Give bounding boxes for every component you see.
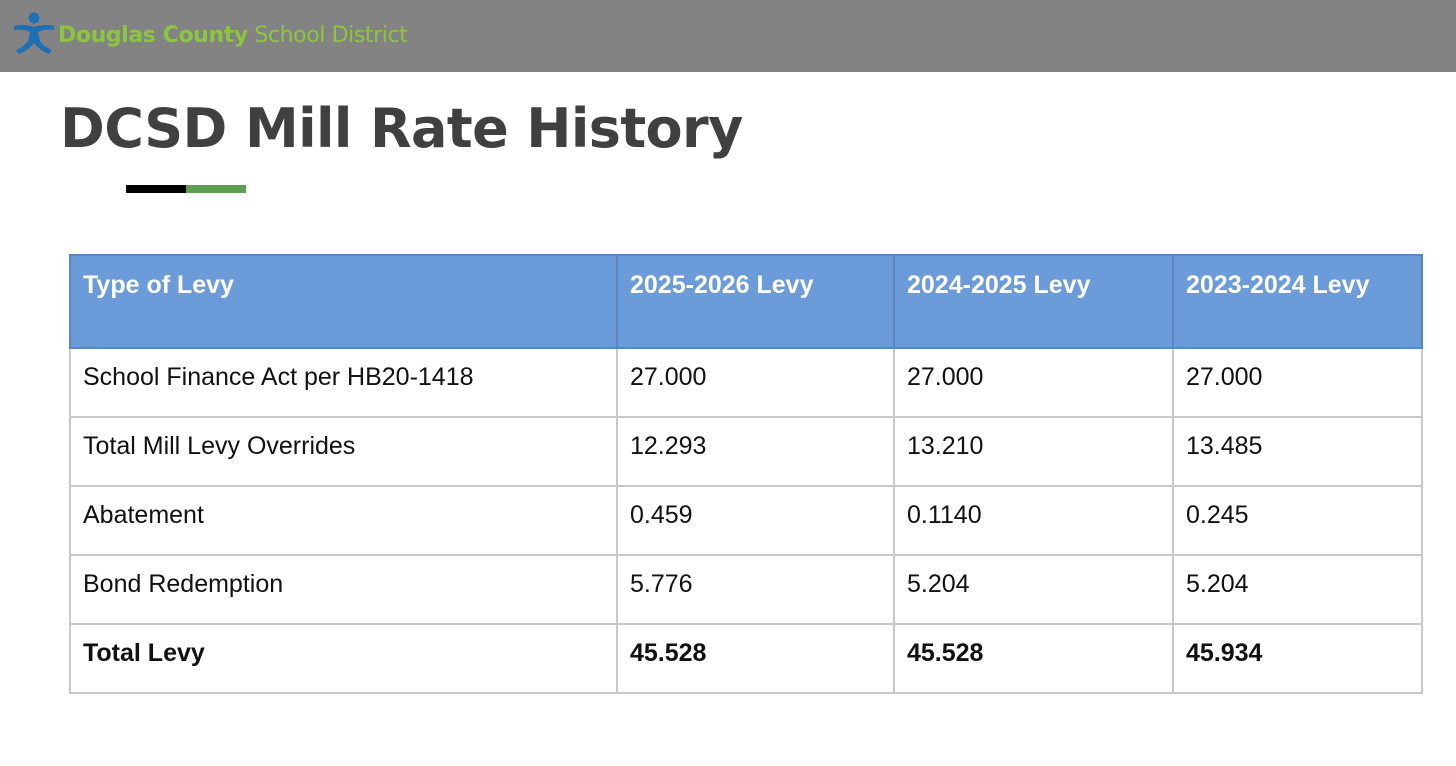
cell-value: 5.204 (1172, 554, 1423, 625)
table-row: Bond Redemption 5.776 5.204 5.204 (69, 554, 1423, 625)
row-label: Bond Redemption (69, 554, 618, 625)
table-header-row: Type of Levy 2025-2026 Levy 2024-2025 Le… (69, 254, 1423, 349)
cell-value: 5.204 (893, 554, 1174, 625)
cell-value: 13.485 (1172, 416, 1423, 487)
table-row: School Finance Act per HB20-1418 27.000 … (69, 347, 1423, 418)
cell-value: 27.000 (1172, 347, 1423, 418)
title-underline (126, 185, 246, 193)
total-value: 45.934 (1172, 623, 1423, 694)
row-label: Total Mill Levy Overrides (69, 416, 618, 487)
cell-value: 27.000 (893, 347, 1174, 418)
total-value: 45.528 (616, 623, 895, 694)
mill-rate-table: Type of Levy 2025-2026 Levy 2024-2025 Le… (69, 254, 1423, 694)
logo-subtitle: School District (247, 23, 408, 48)
page-title: DCSD Mill Rate History (60, 97, 743, 160)
cell-value: 27.000 (616, 347, 895, 418)
cell-value: 12.293 (616, 416, 895, 487)
cell-value: 0.1140 (893, 485, 1174, 556)
total-row: Total Levy 45.528 45.528 45.934 (69, 623, 1423, 694)
table-row: Abatement 0.459 0.1140 0.245 (69, 485, 1423, 556)
header-bar: Douglas County School District (0, 0, 1456, 72)
logo-text: Douglas County School District (58, 19, 408, 48)
column-header-2023-2024: 2023-2024 Levy (1172, 254, 1423, 349)
column-header-2025-2026: 2025-2026 Levy (616, 254, 895, 349)
district-logo[interactable]: Douglas County School District (12, 8, 408, 58)
logo-name: Douglas County (58, 23, 248, 48)
cell-value: 0.459 (616, 485, 895, 556)
cell-value: 13.210 (893, 416, 1174, 487)
underline-dark-segment (126, 185, 186, 193)
total-value: 45.528 (893, 623, 1174, 694)
column-header-2024-2025: 2024-2025 Levy (893, 254, 1174, 349)
underline-green-segment (186, 185, 246, 193)
column-header-type: Type of Levy (69, 254, 618, 349)
row-label: Abatement (69, 485, 618, 556)
person-figure-icon (14, 12, 54, 54)
total-label: Total Levy (69, 623, 618, 694)
table-row: Total Mill Levy Overrides 12.293 13.210 … (69, 416, 1423, 487)
row-label: School Finance Act per HB20-1418 (69, 347, 618, 418)
cell-value: 5.776 (616, 554, 895, 625)
cell-value: 0.245 (1172, 485, 1423, 556)
